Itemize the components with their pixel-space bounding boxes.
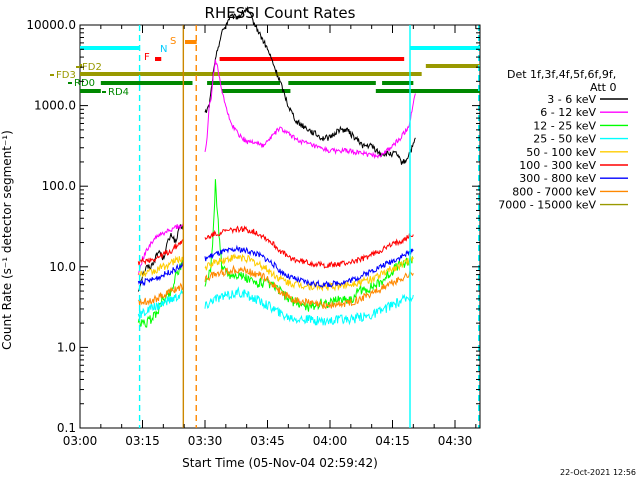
series-line (204, 286, 414, 326)
series-line (204, 264, 414, 310)
legend-label: 7000 - 15000 keV (498, 199, 596, 212)
legend-label: 25 - 50 keV (533, 133, 596, 146)
series-line (204, 225, 414, 269)
legend-label: 6 - 12 keV (540, 106, 596, 119)
x-tick-label: 03:30 (188, 434, 223, 448)
state-bar-label: N (160, 44, 167, 55)
plot-frame (79, 24, 481, 429)
state-bar-label: F (144, 52, 150, 63)
legend-header-detectors: Det 1f,3f,4f,5f,6f,9f, (507, 68, 616, 81)
chart-title: RHESSI Count Rates (205, 4, 356, 22)
state-bar-label: FD2 (82, 62, 102, 73)
x-tick-label: 04:00 (313, 434, 348, 448)
y-tick-label: 10.0 (49, 260, 76, 274)
legend-label: 3 - 6 keV (547, 93, 596, 106)
y-axis-label: Count Rate (s⁻¹ detector segment⁻¹) (0, 130, 14, 350)
x-tick-label: 03:00 (63, 434, 98, 448)
series-line (137, 282, 184, 307)
series-layer (137, 5, 416, 328)
series-line (137, 261, 184, 287)
legend-header-attenuator: Att 0 (590, 81, 616, 94)
plot-area (79, 24, 481, 429)
series-line (204, 5, 416, 165)
series-line (137, 288, 184, 318)
x-axis-label: Start Time (05-Nov-04 02:59:42) (182, 456, 378, 470)
legend-label: 12 - 25 keV (533, 119, 596, 132)
series-line (137, 222, 184, 276)
series-line (204, 253, 414, 292)
axes: 03:00 03:15 03:30 03:45 04:00 04:15 04:30 0.1 1.… (26, 18, 480, 448)
vertical-markers (138, 25, 480, 428)
legend: Det 1f,3f,4f,5f,6f,9f, Att 0 3 - 6 keV6 … (498, 68, 628, 212)
series-line (204, 59, 416, 160)
state-bar-label: FD3 (56, 70, 76, 81)
y-tick-label: 1000.0 (34, 99, 76, 113)
state-bar-label: RD0 (74, 78, 95, 89)
timestamp: 22-Oct-2021 12:56 (560, 468, 636, 477)
y-tick-label: 1.0 (57, 340, 76, 354)
state-bar-label: S (170, 36, 176, 47)
x-tick-label: 04:15 (375, 434, 410, 448)
y-tick-label: 0.1 (57, 421, 76, 435)
legend-label: 800 - 7000 keV (512, 185, 596, 198)
series-line (138, 255, 184, 278)
state-bar-label: RD4 (108, 87, 129, 98)
x-tick-label: 03:15 (125, 434, 160, 448)
y-tick-label: 100.0 (42, 179, 76, 193)
series-line (137, 239, 184, 266)
y-tick-label: 10000.0 (26, 18, 76, 32)
legend-label: 300 - 800 keV (519, 172, 596, 185)
legend-label: 50 - 100 keV (526, 146, 596, 159)
x-tick-label: 04:30 (438, 434, 473, 448)
x-tick-label: 03:45 (250, 434, 285, 448)
series-line (204, 244, 414, 288)
legend-label: 100 - 300 keV (519, 159, 596, 172)
